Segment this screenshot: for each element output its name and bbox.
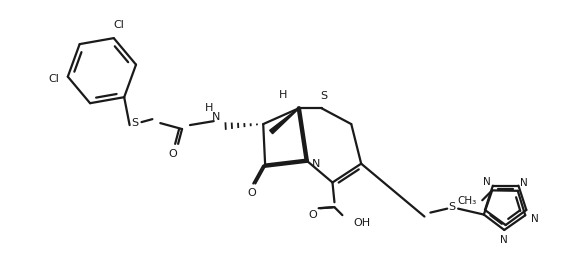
Text: OH: OH <box>353 218 370 228</box>
Polygon shape <box>269 108 299 134</box>
Text: N: N <box>531 214 538 223</box>
Text: O: O <box>247 188 256 198</box>
Text: H: H <box>279 90 287 100</box>
Text: Cl: Cl <box>49 74 59 84</box>
Text: S: S <box>320 92 327 101</box>
Text: O: O <box>169 149 178 159</box>
Text: N: N <box>500 235 508 245</box>
Text: CH₃: CH₃ <box>457 196 477 206</box>
Text: Cl: Cl <box>113 20 124 30</box>
Text: N: N <box>312 159 320 169</box>
Polygon shape <box>265 160 307 166</box>
Text: N: N <box>483 177 490 187</box>
Text: N: N <box>212 112 220 122</box>
Text: O: O <box>308 210 317 220</box>
Text: N: N <box>520 178 528 188</box>
Text: H: H <box>204 103 213 113</box>
Text: S: S <box>131 118 138 128</box>
Text: S: S <box>449 202 456 212</box>
